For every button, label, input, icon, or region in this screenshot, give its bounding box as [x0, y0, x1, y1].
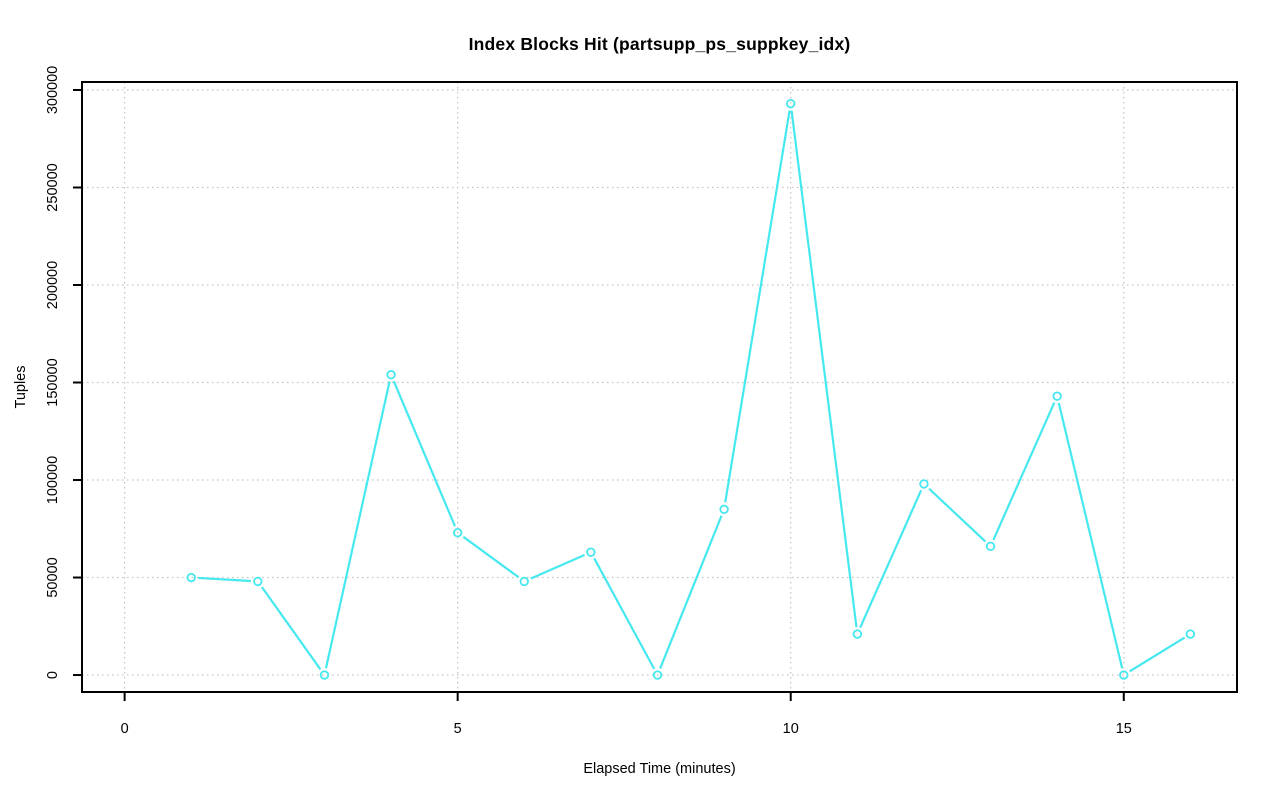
series-segment — [659, 515, 723, 669]
plot-border — [81, 81, 1238, 693]
y-axis-label: Tuples — [13, 365, 29, 409]
data-point-marker — [586, 547, 596, 557]
data-point-marker — [852, 629, 863, 639]
x-axis-label: Elapsed Time (minutes) — [583, 761, 736, 777]
series-segment — [462, 535, 520, 579]
series-segment — [928, 487, 987, 543]
series-segment — [392, 380, 456, 527]
data-point-marker — [519, 576, 529, 587]
series-segment — [790, 110, 858, 628]
series-segment — [724, 110, 791, 503]
data-point-marker — [319, 670, 330, 680]
data-point-marker — [719, 504, 729, 514]
y-tick-label: 0 — [45, 671, 61, 679]
y-tick-label: 300000 — [45, 66, 61, 114]
y-tick-label: 100000 — [45, 456, 61, 504]
series-segment — [324, 381, 391, 669]
series-segment — [261, 586, 322, 670]
data-point-marker — [985, 541, 996, 552]
data-point-marker — [1185, 629, 1196, 639]
series-segment — [1129, 636, 1185, 673]
data-point-marker — [253, 576, 263, 587]
y-tick-label: 200000 — [45, 261, 61, 309]
series-segment — [198, 576, 251, 583]
data-point-marker — [919, 479, 929, 489]
data-point-marker — [386, 370, 396, 380]
data-point-marker — [786, 98, 796, 109]
y-tick-label: 250000 — [45, 163, 61, 211]
y-tick-label: 50000 — [45, 557, 61, 597]
series-segment — [992, 402, 1056, 541]
series-segment — [859, 489, 923, 629]
data-point-marker — [452, 527, 463, 538]
x-tick-label: 5 — [454, 721, 462, 737]
x-tick-label: 10 — [783, 721, 799, 737]
data-point-marker — [186, 572, 196, 583]
y-tick-label: 150000 — [45, 358, 61, 406]
data-point-marker — [652, 670, 663, 680]
x-tick-label: 0 — [121, 721, 129, 737]
data-point-marker — [1052, 391, 1062, 401]
x-tick-label: 15 — [1116, 721, 1132, 737]
data-point-marker — [1119, 670, 1129, 680]
chart-title: Index Blocks Hit (partsupp_ps_suppkey_id… — [468, 34, 851, 54]
series-segment — [1057, 402, 1124, 669]
series-segment — [530, 553, 585, 580]
series-segment — [593, 557, 656, 670]
